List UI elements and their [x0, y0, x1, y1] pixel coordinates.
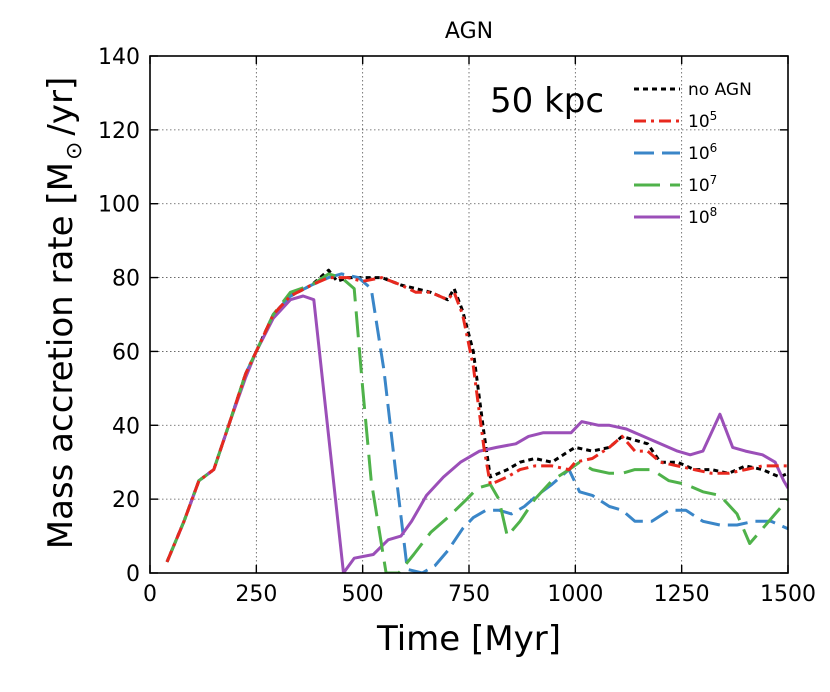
series-line-10-6 [165, 272, 788, 573]
series-line-10-7 [165, 272, 788, 573]
y-tick-label: 140 [98, 45, 140, 70]
y-tick-label: 100 [98, 193, 140, 218]
y-tick-label: 60 [112, 340, 140, 365]
legend-label: 108 [688, 205, 717, 228]
chart-title: AGN [445, 19, 493, 44]
series-line-10-5 [165, 276, 788, 563]
x-axis-label: Time [Myr] [376, 619, 561, 659]
legend-label-exponent: 7 [710, 173, 718, 187]
x-tick-label: 0 [143, 582, 157, 607]
x-tick-label: 1000 [547, 582, 603, 607]
x-tick-label: 750 [448, 582, 490, 607]
annotation-distance: 50 kpc [490, 81, 604, 121]
legend-label-base: 10 [688, 144, 710, 164]
legend-label-base: no AGN [688, 80, 752, 100]
x-tick-label: 1500 [760, 582, 816, 607]
y-tick-label: 40 [112, 414, 140, 439]
series-line-10-8 [165, 294, 788, 573]
y-axis-label-sun: ⊙ [62, 142, 87, 160]
y-tick-label: 80 [112, 267, 140, 292]
y-axis-label: Mass accretion rate [M ⊙ /yr] [41, 77, 87, 549]
series-line-no-agn [165, 268, 788, 563]
y-tick-label: 120 [98, 119, 140, 144]
x-tick-label: 1250 [654, 582, 710, 607]
legend-label: no AGN [688, 80, 752, 100]
series-lines [165, 268, 788, 573]
legend-label-base: 10 [688, 176, 710, 196]
legend-label: 105 [688, 109, 717, 132]
y-axis-label-main: Mass accretion rate [M [41, 162, 81, 549]
legend-label: 106 [688, 141, 717, 164]
legend-label-exponent: 8 [710, 205, 718, 219]
y-tick-label: 20 [112, 488, 140, 513]
legend-label-exponent: 6 [710, 141, 718, 155]
legend-label-exponent: 5 [710, 109, 718, 123]
x-tick-label: 250 [235, 582, 277, 607]
axis-ticks: 0 250 500 750 1000 1250 1500 0 20 40 60 80 100 120 140 [98, 45, 816, 607]
legend-label-base: 10 [688, 112, 710, 132]
legend-label-base: 10 [688, 208, 710, 228]
y-tick-label: 0 [126, 562, 140, 587]
legend-label: 107 [688, 173, 717, 196]
y-axis-label-end: /yr] [41, 77, 81, 136]
x-tick-label: 500 [342, 582, 384, 607]
